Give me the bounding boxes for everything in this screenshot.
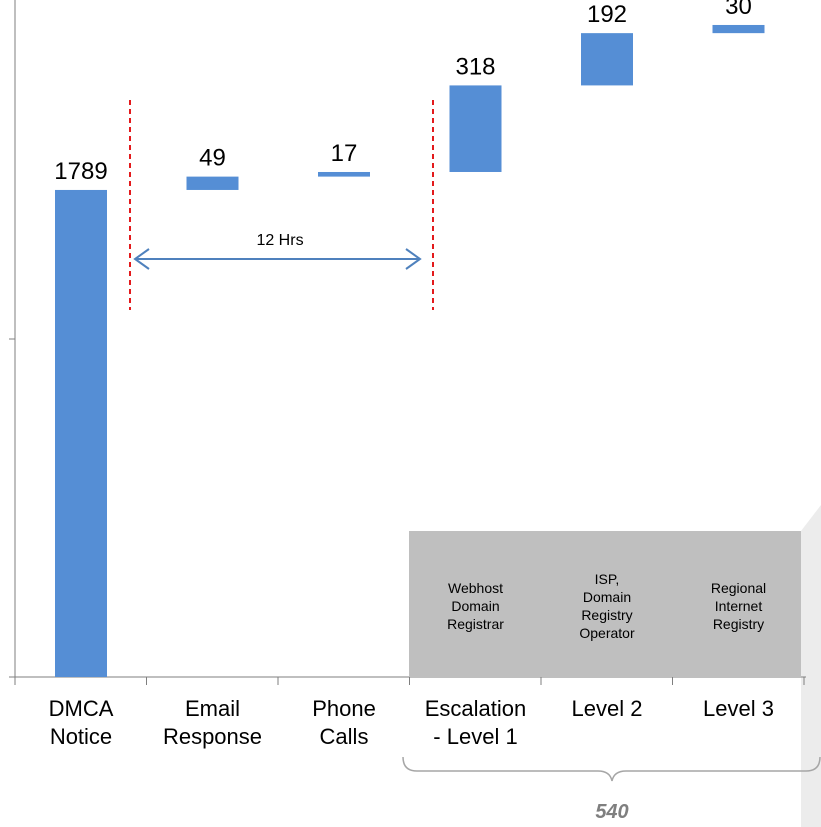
bar-5 <box>712 24 765 34</box>
arrow-head-left <box>133 248 150 270</box>
category-label: Phone Calls <box>312 696 376 749</box>
panel-label-line: ISP, <box>595 571 620 587</box>
panel-label-line: Operator <box>579 625 635 641</box>
panel-label-line: Internet <box>715 598 763 614</box>
panel-label: ISP, Domain Registry Operator <box>579 571 635 641</box>
arrow-head-right <box>405 248 422 270</box>
brace-total: 540 <box>595 801 628 823</box>
escalation-panel <box>409 531 801 676</box>
bar-0 <box>55 189 107 678</box>
category-label: DMCA Notice <box>49 696 114 749</box>
span-label: 12 Hrs <box>256 232 303 249</box>
panel-label-line: Registry <box>713 616 764 632</box>
category-label-line: Level 3 <box>703 696 774 721</box>
category-label-line: Escalation <box>425 696 527 721</box>
data-label: 192 <box>587 1 627 28</box>
data-label: 49 <box>199 145 226 172</box>
panel-label-line: Domain <box>583 589 631 605</box>
bar-2 <box>318 171 370 177</box>
category-label-line: - Level 1 <box>433 724 517 749</box>
category-label-line: Level 2 <box>572 696 643 721</box>
panel-label-line: Domain <box>451 598 499 614</box>
data-label: 30 <box>725 0 752 20</box>
panel-label-line: Registrar <box>447 616 504 632</box>
category-label: Email Response <box>163 696 262 749</box>
panel-label-line: Registry <box>581 607 632 623</box>
data-label: 318 <box>455 53 495 80</box>
panel-label-line: Webhost <box>448 580 503 596</box>
category-label-line: DMCA <box>49 696 114 721</box>
bar-3 <box>449 85 502 172</box>
panel-label-line: Regional <box>711 580 766 596</box>
category-label-line: Phone <box>312 696 376 721</box>
category-label: Escalation - Level 1 <box>425 696 527 749</box>
category-label: Level 3 <box>703 696 774 721</box>
panel-label: Webhost Domain Registrar <box>447 580 504 632</box>
category-label-line: Email <box>185 696 240 721</box>
escalation-brace <box>402 756 821 782</box>
category-label-line: Notice <box>50 724 112 749</box>
category-label-line: Calls <box>320 724 369 749</box>
data-label: 1789 <box>54 158 107 185</box>
panel-shadow <box>801 505 821 827</box>
category-label: Level 2 <box>572 696 643 721</box>
bar-4 <box>581 33 633 86</box>
bar-1 <box>186 176 239 190</box>
data-label: 17 <box>331 140 358 167</box>
category-label-line: Response <box>163 724 262 749</box>
panel-label: Regional Internet Registry <box>711 580 766 632</box>
